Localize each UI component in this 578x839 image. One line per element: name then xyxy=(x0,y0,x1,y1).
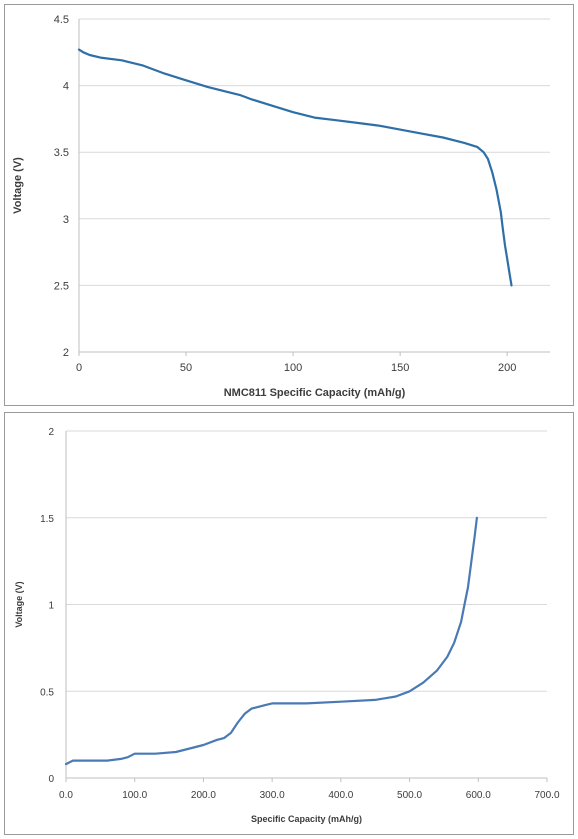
y-tick-label: 2.5 xyxy=(54,280,69,292)
x-tick-label: 50 xyxy=(180,362,192,374)
nmc811-voltage-chart: 0 50 100 150 200 2 2.5 3 3.5 4 4.5 NMC811 Specific … xyxy=(12,14,550,399)
chart-panel-top: 0 50 100 150 200 2 2.5 3 3.5 4 4.5 NMC811 Specific … xyxy=(4,4,574,406)
series-line xyxy=(77,48,513,287)
x-tick-label: 300.0 xyxy=(260,790,285,801)
x-axis-title: NMC811 Specific Capacity (mAh/g) xyxy=(224,387,406,399)
y-axis-title: Voltage (V) xyxy=(12,157,24,214)
x-tick-label: 100 xyxy=(284,362,302,374)
x-tick-label: 0.0 xyxy=(59,790,73,801)
y-tick-label: 2 xyxy=(48,427,54,438)
x-tick-label: 150 xyxy=(391,362,409,374)
y-tick-label: 0 xyxy=(48,774,54,785)
x-tick-label: 500.0 xyxy=(397,790,422,801)
x-tick-label: 700.0 xyxy=(534,790,559,801)
x-tick-label: 200.0 xyxy=(191,790,216,801)
y-tick-label: 3 xyxy=(63,214,69,226)
y-tick-label: 3.5 xyxy=(54,147,69,159)
y-tick-label: 1.5 xyxy=(40,514,54,525)
y-tick-label: 1 xyxy=(48,601,54,612)
x-axis-title: Specific Capacity (mAh/g) xyxy=(251,814,362,824)
x-tick-label: 0 xyxy=(76,362,82,374)
series-line xyxy=(64,516,478,766)
chart-panel-bottom: 0.0 100.0 200.0 300.0 400.0 500.0 600.0 700.0 0 0… xyxy=(4,412,574,835)
y-tick-label: 4.5 xyxy=(54,14,69,26)
x-tick-label: 200 xyxy=(498,362,516,374)
x-tick-label: 100.0 xyxy=(122,790,147,801)
x-tick-label: 600.0 xyxy=(466,790,491,801)
y-tick-label: 0.5 xyxy=(40,687,54,698)
specific-capacity-voltage-chart: 0.0 100.0 200.0 300.0 400.0 500.0 600.0 700.0 0 0… xyxy=(14,427,560,824)
y-tick-label: 2 xyxy=(63,347,69,359)
x-tick-label: 400.0 xyxy=(328,790,353,801)
y-axis-title: Voltage (V) xyxy=(14,581,24,627)
y-tick-label: 4 xyxy=(63,81,69,93)
